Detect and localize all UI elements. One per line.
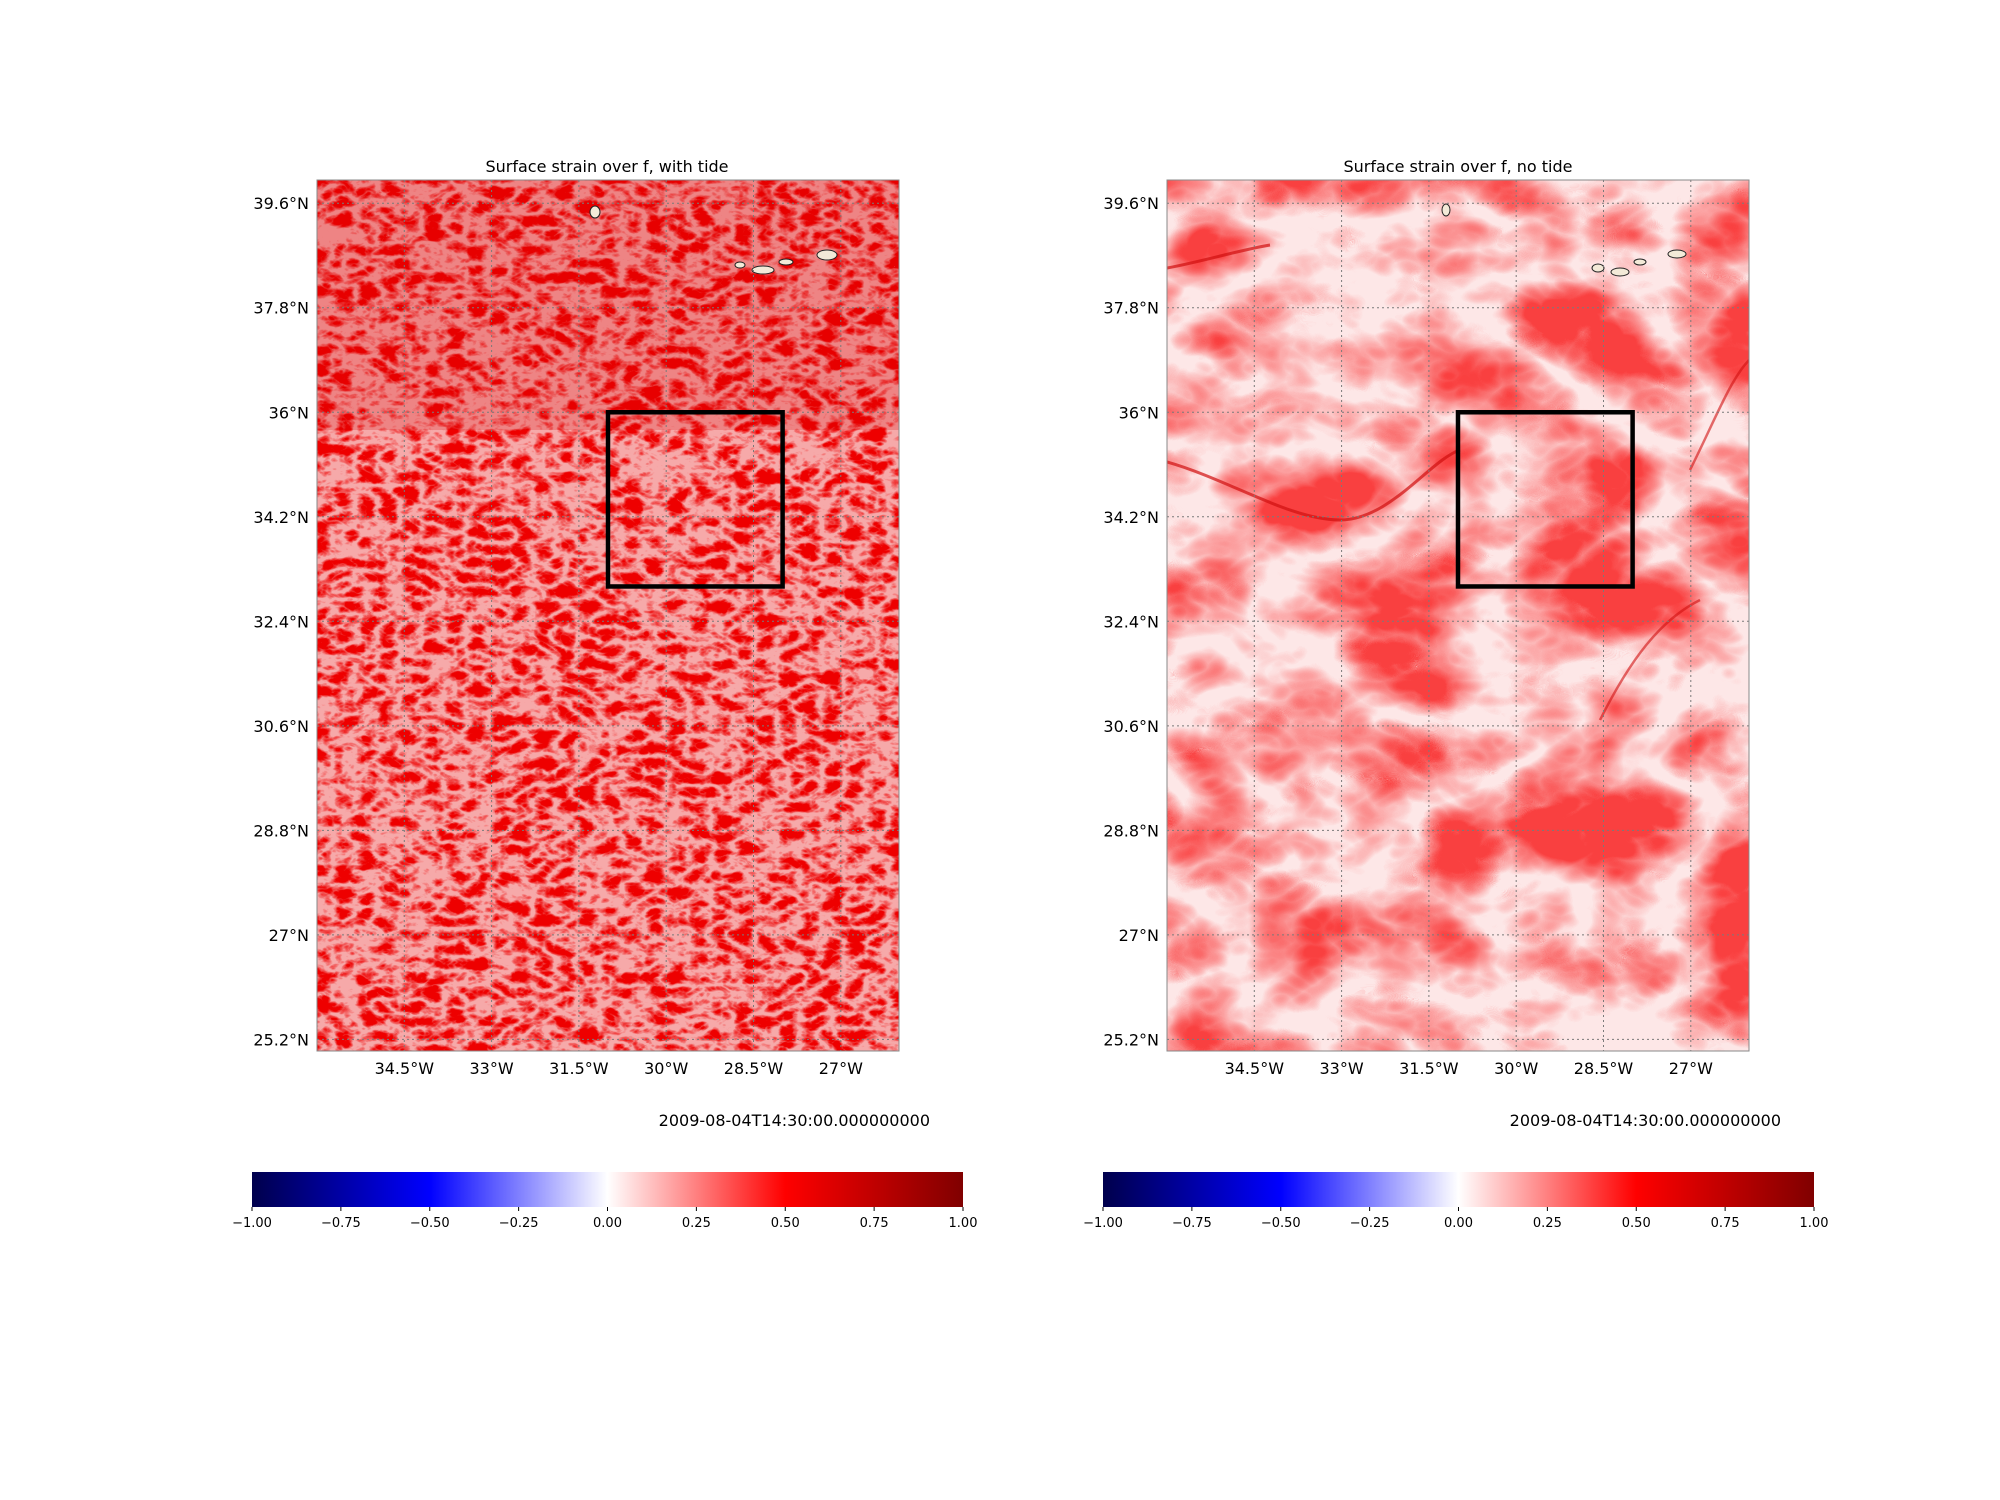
colorbar-tick-label: −0.25 xyxy=(1350,1216,1390,1231)
heatmap-field xyxy=(1167,180,1749,1051)
colorbar-gradient xyxy=(1103,1172,1814,1207)
x-tick-label: 34.5°W xyxy=(1225,1059,1285,1078)
y-tick-label: 30.6°N xyxy=(253,717,309,736)
x-tick-label: 28.5°W xyxy=(724,1059,784,1078)
y-tick-label: 28.8°N xyxy=(253,821,309,840)
colorbar-tick-label: 0.50 xyxy=(1622,1216,1651,1231)
x-tick-label: 28.5°W xyxy=(1574,1059,1634,1078)
colorbar: −1.00 −0.75 −0.50 −0.25 0.00 0.25 0.50 0.75 1.00 xyxy=(1083,1172,1828,1231)
island xyxy=(778,258,794,266)
timestamp-label: 2009-08-04T14:30:00.000000000 xyxy=(1510,1111,1781,1130)
colorbar-tick-label: 1.00 xyxy=(1800,1216,1829,1231)
x-tick-label: 30°W xyxy=(644,1059,688,1078)
x-tick-label: 31.5°W xyxy=(1399,1059,1459,1078)
y-tick-label: 27°N xyxy=(269,926,309,945)
colorbar-tick-label: −1.00 xyxy=(1083,1216,1123,1231)
colorbar-tick-label: −1.00 xyxy=(232,1216,272,1231)
panel-no-tide: Surface strain over f, no tide 39.6°N 37.… xyxy=(1083,157,1828,1231)
island xyxy=(734,261,746,269)
strain-filament xyxy=(1167,243,1271,270)
x-tick-label: 33°W xyxy=(1320,1059,1364,1078)
island xyxy=(1441,203,1451,217)
island xyxy=(589,205,601,219)
colorbar-tick-label: −0.25 xyxy=(499,1216,539,1231)
strain-filament xyxy=(1688,359,1749,471)
y-tick-label: 25.2°N xyxy=(253,1030,309,1049)
colorbar-tick-label: 1.00 xyxy=(949,1216,978,1231)
strain-filament xyxy=(1167,448,1461,522)
colorbar-ticks: −1.00 −0.75 −0.50 −0.25 0.00 0.25 0.50 0.75 1.00 xyxy=(232,1207,977,1231)
chart-title: Surface strain over f, no tide xyxy=(1343,157,1572,176)
colorbar-tick-label: 0.00 xyxy=(1444,1216,1473,1231)
y-tick-label: 32.4°N xyxy=(1103,612,1159,631)
colorbar-gradient xyxy=(252,1172,963,1207)
x-tick-labels: 34.5°W 33°W 31.5°W 30°W 28.5°W 27°W xyxy=(1225,1059,1713,1078)
y-tick-label: 37.8°N xyxy=(253,299,309,318)
y-tick-label: 28.8°N xyxy=(1103,821,1159,840)
y-tick-labels: 39.6°N 37.8°N 36°N 34.2°N 32.4°N 30.6°N 28.8°N… xyxy=(1103,194,1159,1049)
island-group xyxy=(589,205,838,275)
y-tick-label: 36°N xyxy=(269,403,309,422)
y-tick-label: 39.6°N xyxy=(1103,194,1159,213)
x-tick-label: 31.5°W xyxy=(549,1059,609,1078)
island xyxy=(1591,263,1605,273)
timestamp-label: 2009-08-04T14:30:00.000000000 xyxy=(659,1111,930,1130)
plot-frame xyxy=(1166,179,1750,1052)
x-tick-label: 30°W xyxy=(1494,1059,1538,1078)
colorbar-tick-label: 0.75 xyxy=(1711,1216,1740,1231)
y-tick-label: 37.8°N xyxy=(1103,299,1159,318)
chart-title: Surface strain over f, with tide xyxy=(485,157,728,176)
plot-frame xyxy=(316,179,900,1052)
colorbar-tick-label: 0.00 xyxy=(593,1216,622,1231)
island xyxy=(1667,249,1687,259)
colorbar-tick-label: 0.75 xyxy=(860,1216,889,1231)
colorbar-tick-label: −0.50 xyxy=(1261,1216,1301,1231)
x-tick-label: 33°W xyxy=(470,1059,514,1078)
island xyxy=(816,249,838,261)
y-tick-label: 27°N xyxy=(1119,926,1159,945)
y-tick-label: 34.2°N xyxy=(1103,508,1159,527)
island xyxy=(1633,258,1647,266)
y-tick-label: 32.4°N xyxy=(253,612,309,631)
island xyxy=(751,265,775,275)
colorbar: −1.00 −0.75 −0.50 −0.25 0.00 0.25 0.50 0.75 1.00 xyxy=(232,1172,977,1231)
region-box xyxy=(605,410,785,589)
panel-with-tide: Surface strain over f, with tide 39.6°N3… xyxy=(232,157,977,1231)
strain-filament xyxy=(1598,598,1701,721)
region-box xyxy=(1455,410,1635,589)
y-tick-labels: 39.6°N 37.8°N 36°N 34.2°N 32.4°N 30.6°N 28.8°N… xyxy=(253,194,309,1049)
heatmap-field xyxy=(317,180,899,1051)
colorbar-tick-label: −0.50 xyxy=(410,1216,450,1231)
colorbar-tick-label: −0.75 xyxy=(1172,1216,1212,1231)
field-north-band xyxy=(317,180,899,430)
x-tick-label: 34.5°W xyxy=(375,1059,435,1078)
island-group xyxy=(1441,203,1687,277)
y-tick-label: 25.2°N xyxy=(1103,1030,1159,1049)
y-tick-label: 39.6°N xyxy=(253,194,309,213)
y-tick-label: 34.2°N xyxy=(253,508,309,527)
field-texture xyxy=(1167,180,1749,1051)
island xyxy=(1610,267,1630,277)
x-tick-labels: 34.5°W 33°W 31.5°W 30°W 28.5°W 27°W xyxy=(375,1059,863,1078)
colorbar-tick-label: 0.50 xyxy=(771,1216,800,1231)
colorbar-tick-label: 0.25 xyxy=(682,1216,711,1231)
y-tick-label: 30.6°N xyxy=(1103,717,1159,736)
x-tick-label: 27°W xyxy=(819,1059,863,1078)
colorbar-ticks: −1.00 −0.75 −0.50 −0.25 0.00 0.25 0.50 0.75 1.00 xyxy=(1083,1207,1828,1231)
y-tick-label: 36°N xyxy=(1119,403,1159,422)
colorbar-tick-label: 0.25 xyxy=(1533,1216,1562,1231)
x-tick-label: 27°W xyxy=(1669,1059,1713,1078)
colorbar-tick-label: −0.75 xyxy=(321,1216,361,1231)
field-texture xyxy=(317,180,899,1051)
